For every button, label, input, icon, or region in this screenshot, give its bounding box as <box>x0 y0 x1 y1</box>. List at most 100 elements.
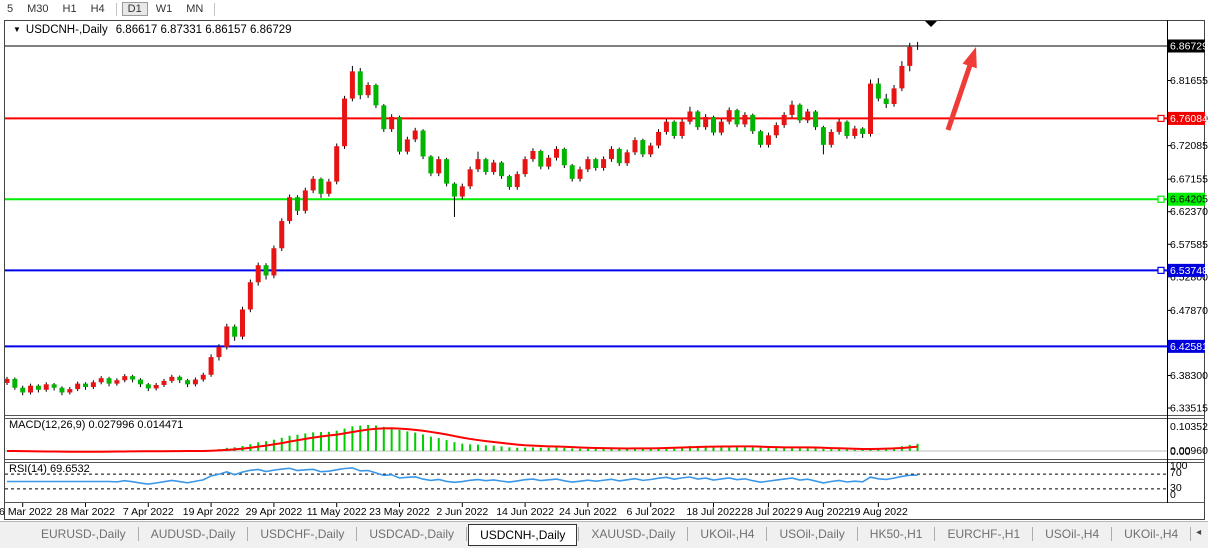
chart-tab-usoil-daily[interactable]: USOil-,Daily <box>779 527 845 541</box>
chart-tab-eurusd-daily[interactable]: EURUSD-,Daily <box>41 527 126 541</box>
svg-text:6.86729: 6.86729 <box>1170 40 1208 52</box>
bear-candle <box>451 183 457 197</box>
timeframe-button-h4[interactable]: H4 <box>90 3 105 15</box>
tab-separator <box>1032 527 1034 541</box>
price-tick-label: 6.33515 <box>1170 403 1208 415</box>
chart-tab-hk50-h1[interactable]: HK50-,H1 <box>869 527 923 541</box>
bull-candle <box>852 128 858 136</box>
svg-text:30: 30 <box>1170 482 1182 494</box>
bull-candle <box>648 145 654 155</box>
bull-candle <box>718 121 724 133</box>
date-tick-label: 18 Jul 2022 <box>686 506 740 518</box>
bull-candle <box>279 221 285 249</box>
bull-candle <box>436 159 442 174</box>
tab-separator <box>466 527 468 541</box>
bear-candle <box>695 111 701 128</box>
timeframe-toolbar: 5 M30 H1 H4 D1 W1 MN <box>0 0 1208 18</box>
chart-tab-usdcad-daily[interactable]: USDCAD-,Daily <box>369 527 455 541</box>
candlestick-series <box>5 41 922 396</box>
bear-candle <box>145 384 151 389</box>
bull-candle <box>287 197 293 222</box>
panel-borders <box>4 20 1205 520</box>
symbol-dropdown-icon[interactable]: ▼ <box>13 25 21 34</box>
bull-candle <box>161 380 167 385</box>
hline-resistance-drag-handle[interactable] <box>1157 114 1165 123</box>
hline-support-green-drag-handle[interactable] <box>1157 195 1165 203</box>
bear-candle <box>373 84 379 106</box>
svg-text:6.42581: 6.42581 <box>1170 341 1208 353</box>
bear-candle <box>734 110 740 125</box>
date-tick-label: 23 May 2022 <box>369 506 430 518</box>
bull-candle <box>781 114 787 126</box>
chart-tab-usdchf-daily[interactable]: USDCHF-,Daily <box>260 527 345 541</box>
timeframe-button-w1[interactable]: W1 <box>155 3 173 15</box>
tab-scroll-arrows[interactable]: ◂▸ <box>1196 527 1208 538</box>
bull-candle <box>255 265 261 283</box>
hline-support-blue-1-drag-handle[interactable] <box>1157 266 1165 274</box>
tab-separator <box>766 527 768 541</box>
bull-candle <box>868 83 873 134</box>
bear-candle <box>593 159 599 168</box>
svg-text:0.10352: 0.10352 <box>1170 421 1208 433</box>
tab-separator <box>247 527 249 541</box>
bear-candle <box>711 116 716 133</box>
bull-candle <box>326 181 332 194</box>
bull-candle <box>703 116 709 128</box>
svg-text:6.53748: 6.53748 <box>1170 265 1208 277</box>
price-tick-label: 6.67155 <box>1170 174 1208 186</box>
tab-separator <box>687 527 689 541</box>
timeframe-button-5[interactable]: 5 <box>7 3 14 15</box>
bear-candle <box>860 128 866 134</box>
bear-candle <box>232 326 238 337</box>
bull-candle <box>491 162 497 173</box>
tab-separator <box>1111 527 1113 541</box>
bear-candle <box>357 71 363 96</box>
down-triangle-marker[interactable] <box>925 21 937 27</box>
chart-tab-usoil-h4[interactable]: USOil-,H4 <box>1045 527 1100 541</box>
macd-indicator-label: MACD(12,26,9) 0.027996 0.014471 <box>9 419 183 431</box>
chart-canvas[interactable]: 6.816556.760706.720856.671556.623706.575… <box>0 0 1208 521</box>
bull-candle <box>828 131 834 145</box>
bull-candle <box>742 114 748 125</box>
price-tick-label: 6.62370 <box>1170 206 1208 218</box>
price-tick-label: 6.72085 <box>1170 140 1208 152</box>
macd-name: MACD(12,26,9) <box>9 419 86 431</box>
bull-candle <box>122 376 128 381</box>
bull-candle <box>475 159 481 170</box>
chart-tab-xauusd-daily[interactable]: XAUUSD-,Daily <box>591 527 676 541</box>
date-axis: 16 Mar 2022 28 Mar 2022 7 Apr 2022 19 Apr 2… <box>0 503 908 518</box>
bull-candle <box>601 159 607 168</box>
macd-signal-line <box>6 427 918 453</box>
date-tick-label: 19 Apr 2022 <box>183 506 240 518</box>
trend-arrow-annotation[interactable] <box>945 47 977 131</box>
bear-candle <box>137 379 143 385</box>
timeframe-button-m30[interactable]: M30 <box>27 3 49 15</box>
price-tick-label: 6.81655 <box>1170 75 1208 87</box>
tab-separator <box>356 527 358 541</box>
svg-text:0.0096091: 0.0096091 <box>1170 445 1208 457</box>
bull-candle <box>632 140 638 153</box>
bear-candle <box>294 197 300 211</box>
price-tick-label: 6.38300 <box>1170 370 1208 382</box>
chart-tab-usdcnh-daily[interactable]: USDCNH-,Daily <box>468 524 578 546</box>
bear-candle <box>318 178 324 194</box>
bear-candle <box>381 105 387 130</box>
tab-separator <box>578 527 580 541</box>
chart-tab-eurchf-h1[interactable]: EURCHF-,H1 <box>947 527 1021 541</box>
bull-candle <box>342 98 348 147</box>
bear-candle <box>750 114 756 132</box>
chart-tab-ukoil-h4[interactable]: UKOil-,H4 <box>700 527 755 541</box>
timeframe-button-mn[interactable]: MN <box>186 3 204 15</box>
bull-candle <box>530 150 536 160</box>
bull-candle <box>522 159 528 175</box>
bull-candle <box>789 104 795 115</box>
bull-candle <box>43 384 49 390</box>
timeframe-button-h1[interactable]: H1 <box>62 3 77 15</box>
timeframe-button-d1[interactable]: D1 <box>121 2 148 16</box>
price-axis: 6.816556.760706.720856.671556.623706.575… <box>1157 39 1208 415</box>
bull-candle <box>656 131 662 146</box>
chart-tab-ukoil-h4[interactable]: UKOil-,H4 <box>1124 527 1179 541</box>
date-tick-label: 28 Mar 2022 <box>56 506 115 518</box>
chart-tab-audusd-daily[interactable]: AUDUSD-,Daily <box>150 527 236 541</box>
